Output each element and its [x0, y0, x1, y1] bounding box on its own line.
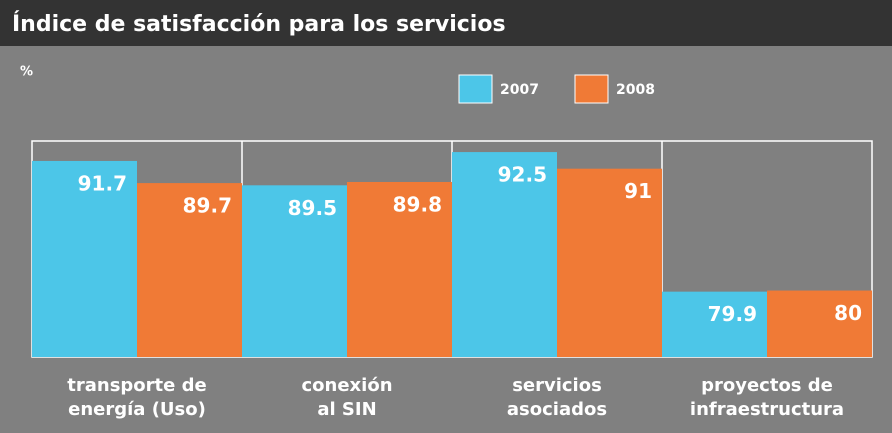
data-label: 91 [624, 179, 652, 203]
legend-label: 2008 [616, 82, 655, 98]
data-label: 91.7 [78, 171, 127, 195]
chart-title: Índice de satisfacción para los servicio… [12, 11, 506, 37]
x-tick-label: infraestructura [690, 399, 844, 420]
bar [347, 181, 452, 357]
x-tick-label: energía (Uso) [68, 399, 206, 420]
data-label: 89.8 [393, 192, 442, 216]
legend-label: 2007 [500, 82, 539, 98]
data-label: 92.5 [498, 163, 547, 187]
bar [662, 291, 767, 357]
x-tick-label: proyectos de [701, 375, 833, 396]
x-tick-label: al SIN [317, 399, 376, 420]
legend-swatch [574, 74, 609, 104]
x-tick-label: asociados [507, 399, 607, 420]
data-label: 89.7 [183, 194, 232, 218]
y-axis-label: % [20, 65, 33, 80]
bar [137, 183, 242, 357]
title-bar [0, 0, 892, 46]
x-tick-label: conexión [301, 375, 392, 396]
data-label: 79.9 [708, 302, 757, 326]
bar [32, 160, 137, 357]
bar [767, 290, 872, 357]
x-tick-label: transporte de [67, 375, 206, 396]
x-tick-label: servicios [512, 375, 602, 396]
data-label: 89.5 [288, 196, 337, 220]
bar [242, 185, 347, 357]
data-label: 80 [834, 301, 862, 325]
legend-swatch [458, 74, 493, 104]
bar [557, 168, 662, 357]
bar [452, 152, 557, 357]
